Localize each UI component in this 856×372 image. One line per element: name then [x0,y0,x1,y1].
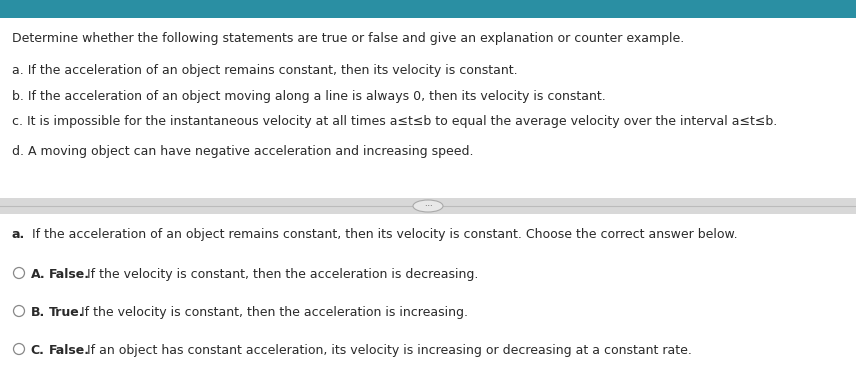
Bar [0,214,856,372]
Bar [0,198,856,214]
Bar [0,0,856,18]
Text: c. It is impossible for the instantaneous velocity at all times a≤t≤b to equal t: c. It is impossible for the instantaneou… [12,115,777,128]
Text: True.: True. [49,306,84,319]
Text: Determine whether the following statements are true or false and give an explana: Determine whether the following statemen… [12,32,684,45]
Text: a.: a. [12,228,25,241]
Bar [0,18,856,198]
Circle shape [14,267,25,279]
Circle shape [14,305,25,317]
Text: a. If the acceleration of an object remains constant, then its velocity is const: a. If the acceleration of an object rema… [12,64,518,77]
Text: A.: A. [31,268,45,281]
Text: b. If the acceleration of an object moving along a line is always 0, then its ve: b. If the acceleration of an object movi… [12,90,606,103]
Text: If an object has constant acceleration, its velocity is increasing or decreasing: If an object has constant acceleration, … [83,344,693,357]
Text: False.: False. [49,268,90,281]
Text: False.: False. [49,344,90,357]
Text: If the velocity is constant, then the acceleration is decreasing.: If the velocity is constant, then the ac… [83,268,479,281]
Text: If the acceleration of an object remains constant, then its velocity is constant: If the acceleration of an object remains… [28,228,738,241]
Text: B.: B. [31,306,45,319]
Text: If the velocity is constant, then the acceleration is increasing.: If the velocity is constant, then the ac… [78,306,468,319]
Text: d. A moving object can have negative acceleration and increasing speed.: d. A moving object can have negative acc… [12,145,473,158]
Circle shape [14,343,25,355]
Text: ⋯: ⋯ [425,202,431,211]
Ellipse shape [413,200,443,212]
Text: C.: C. [31,344,45,357]
